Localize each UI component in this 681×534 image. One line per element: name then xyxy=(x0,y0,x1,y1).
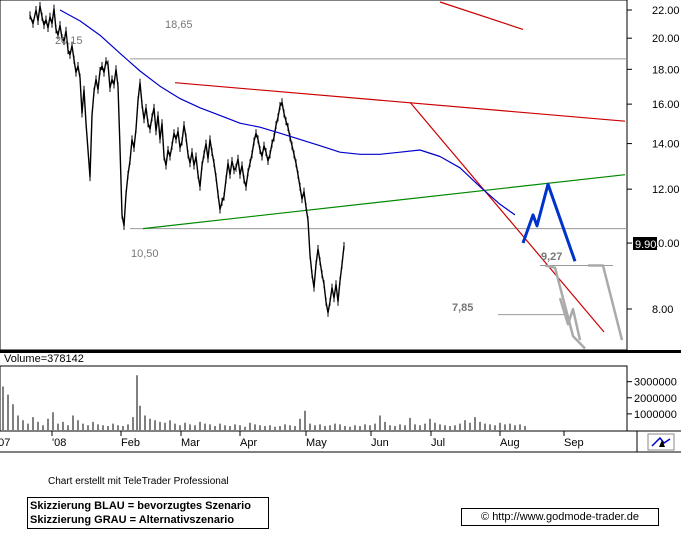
x-tick-label: Feb xyxy=(121,437,140,449)
gray-scenario-c xyxy=(558,297,582,341)
volume-panel-frame xyxy=(0,365,628,432)
volume-tick-label: 2000000 xyxy=(634,393,677,405)
annotation-low-jul: 7,85 xyxy=(452,302,473,314)
last-price-value: 9.90 xyxy=(635,239,656,251)
scenario-legend: Skizzierung BLAU = bevorzugtes Szenario … xyxy=(27,497,269,529)
volume-tick-label: 3000000 xyxy=(634,377,677,389)
resistance-line xyxy=(174,82,626,122)
x-tick-label: Aug xyxy=(500,437,520,449)
resistance-line xyxy=(439,1,524,30)
last-price-tag xyxy=(633,237,657,250)
y-tick-label: 10.00 xyxy=(652,238,680,250)
price-series xyxy=(29,1,345,317)
scenario-sketches xyxy=(521,182,624,350)
volume-tick-label: 1000000 xyxy=(634,409,677,421)
gray-scenario-a xyxy=(544,264,586,350)
annotation-level-aug: 9,27 xyxy=(541,251,562,263)
annotation-high-b: 18,65 xyxy=(165,19,193,31)
chart-credit: Chart erstellt mit TeleTrader Profession… xyxy=(48,476,229,487)
y-tick-label: 12.00 xyxy=(652,184,680,196)
trend-lines xyxy=(142,1,626,333)
y-tick-label: 22.00 xyxy=(652,5,680,17)
blue-scenario xyxy=(521,182,577,262)
volume-axis: 3000000 2000000 1000000 xyxy=(627,377,677,421)
volume-label: Volume=378142 xyxy=(4,353,84,365)
legend-blue: Skizzierung BLAU = bevorzugtes Szenario xyxy=(30,500,251,512)
y-tick-label: 8.00 xyxy=(652,304,673,316)
x-tick-label: Apr xyxy=(240,437,257,449)
x-tick-label: May xyxy=(306,437,327,449)
gray-scenario-b xyxy=(588,264,624,341)
price-line xyxy=(29,5,345,314)
x-tick-label: Jul xyxy=(431,437,445,449)
annotation-low-feb: 10,50 xyxy=(131,248,159,260)
legend-gray: Skizzierung GRAU = Alternativszenario xyxy=(30,514,235,526)
volume-bars xyxy=(2,375,526,430)
support-line xyxy=(142,174,626,230)
x-tick-label: '08 xyxy=(52,437,66,449)
moving-average-line xyxy=(59,9,516,216)
annotation-high-a: 20,15 xyxy=(55,35,83,47)
y-tick-label: 16.00 xyxy=(652,99,680,111)
x-tick-label: Sep xyxy=(564,437,584,449)
y-tick-label: 14.00 xyxy=(652,139,680,151)
y-tick-label: 20.00 xyxy=(652,33,680,45)
horizontal-levels xyxy=(130,58,627,316)
price-panel-frame xyxy=(0,0,628,351)
resistance-line xyxy=(409,101,605,333)
panel-divider xyxy=(0,350,681,353)
x-tick-label: Mar xyxy=(181,437,200,449)
x-tick-label: Jun xyxy=(371,437,389,449)
x-tick-label: '07 xyxy=(0,437,10,449)
x-axis: '07 '08 Feb Mar Apr May Jun Jul Aug Sep xyxy=(0,431,584,449)
moving-average xyxy=(59,9,516,216)
y-axis: 22.00 20.00 18.00 16.00 14.00 12.00 10.00 8.00 xyxy=(627,5,680,316)
copyright-link[interactable]: © http://www.godmode-trader.de xyxy=(461,508,659,526)
chart-tool-icon[interactable] xyxy=(647,433,675,451)
y-tick-label: 18.00 xyxy=(652,64,680,76)
